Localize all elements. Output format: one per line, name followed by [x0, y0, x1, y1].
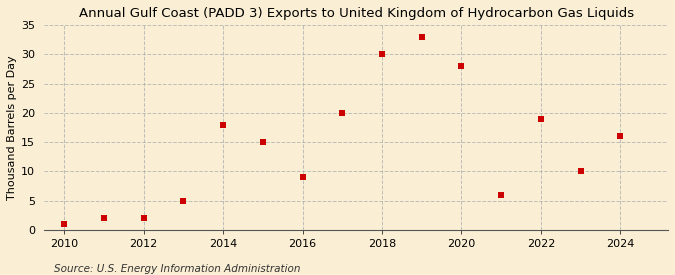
Point — [456, 64, 467, 68]
Point — [495, 192, 506, 197]
Point — [257, 140, 268, 144]
Point — [535, 117, 546, 121]
Point — [615, 134, 626, 139]
Point — [575, 169, 586, 174]
Point — [217, 122, 228, 127]
Point — [297, 175, 308, 179]
Point — [59, 222, 70, 226]
Point — [178, 198, 189, 203]
Point — [416, 35, 427, 39]
Point — [337, 111, 348, 115]
Point — [138, 216, 149, 220]
Title: Annual Gulf Coast (PADD 3) Exports to United Kingdom of Hydrocarbon Gas Liquids: Annual Gulf Coast (PADD 3) Exports to Un… — [78, 7, 634, 20]
Point — [99, 216, 109, 220]
Y-axis label: Thousand Barrels per Day: Thousand Barrels per Day — [7, 55, 17, 200]
Point — [377, 52, 387, 57]
Text: Source: U.S. Energy Information Administration: Source: U.S. Energy Information Administ… — [54, 264, 300, 274]
